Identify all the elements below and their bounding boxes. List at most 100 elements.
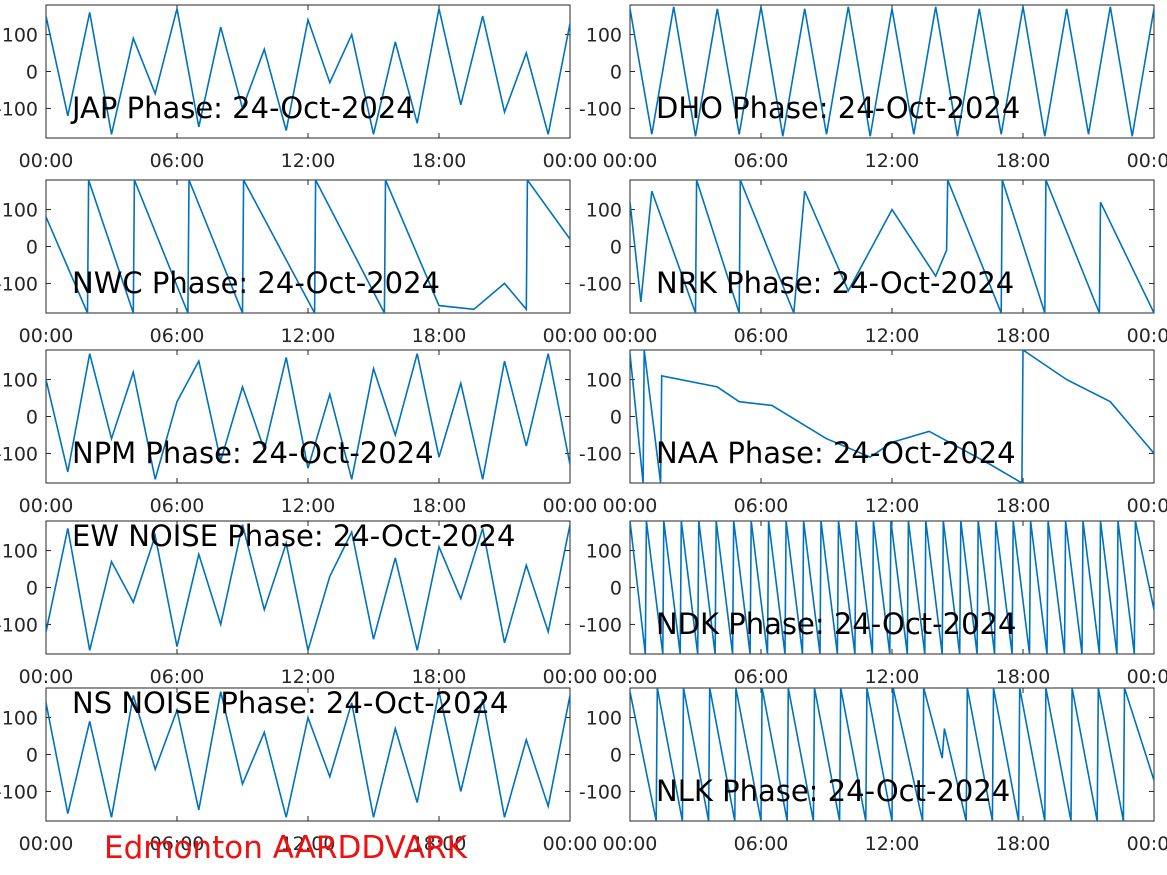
jap-plot-area	[45, 4, 571, 139]
x-tick-label: 06:00	[150, 666, 205, 688]
x-tick-label: 06:00	[150, 833, 205, 855]
dho-phase-panel: 00:00 06:00 12:00 18:00 00:00 100 0 -100 DHO Pha…	[579, 4, 1167, 172]
ew-noise-panel-title: EW NOISE Phase: 24-Oct-2024	[72, 519, 515, 553]
x-tick-label: 12:00	[281, 495, 336, 517]
x-tick-label: 12:00	[865, 150, 920, 172]
nrk-phase-panel: 00:00 06:00 12:00 18:00 00:00 100 0 -100 NRK Pha…	[579, 179, 1167, 347]
x-tick-label: 00:00	[1127, 150, 1167, 172]
ndk-phase-panel: 00:00 06:00 12:00 18:00 00:00 100 0 -100 NDK Pha…	[579, 520, 1167, 688]
y-tick-label: 100	[2, 708, 38, 730]
x-tick-label: 12:00	[865, 325, 920, 347]
x-tick-label: 12:00	[865, 495, 920, 517]
x-tick-label: 18:00	[412, 150, 467, 172]
ns-noise-panel-title: NS NOISE Phase: 24-Oct-2024	[72, 686, 509, 720]
dho-panel-title: DHO Phase: 24-Oct-2024	[656, 91, 1020, 125]
x-tick-label: 00:00	[603, 150, 658, 172]
y-tick-label: 0	[26, 745, 38, 767]
y-tick-label: 0	[610, 578, 622, 600]
y-tick-label: -100	[579, 614, 622, 636]
y-tick-label: -100	[0, 443, 38, 465]
x-tick-label: 12:00	[281, 325, 336, 347]
x-tick-label: 18:00	[996, 150, 1051, 172]
y-tick-label: -100	[0, 273, 38, 295]
y-tick-label: -100	[579, 273, 622, 295]
x-tick-label: 00:00	[543, 833, 598, 855]
y-tick-label: 0	[26, 407, 38, 429]
jap-panel-title: JAP Phase: 24-Oct-2024	[70, 91, 415, 125]
npm-phase-series	[46, 353, 570, 480]
x-tick-label: 00:00	[543, 495, 598, 517]
y-tick-label: -100	[0, 98, 38, 120]
x-tick-label: 12:00	[865, 833, 920, 855]
x-tick-label: 00:00	[543, 325, 598, 347]
y-tick-label: 100	[586, 25, 622, 47]
x-tick-label: 06:00	[150, 495, 205, 517]
y-tick-label: 0	[26, 578, 38, 600]
x-tick-label: 00:00	[543, 666, 598, 688]
y-tick-label: -100	[579, 98, 622, 120]
x-tick-label: 06:00	[150, 325, 205, 347]
y-tick-label: 100	[2, 25, 38, 47]
x-tick-label: 00:00	[19, 833, 74, 855]
ns-noise-phase-series	[46, 691, 570, 818]
x-tick-label: 06:00	[150, 150, 205, 172]
y-tick-label: -100	[0, 781, 38, 803]
x-tick-label: 12:00	[281, 666, 336, 688]
y-tick-label: 100	[2, 200, 38, 222]
naa-panel-title: NAA Phase: 24-Oct-2024	[656, 436, 1016, 470]
y-tick-label: 0	[26, 62, 38, 84]
y-tick-label: 100	[586, 200, 622, 222]
x-tick-label: 00:00	[603, 495, 658, 517]
nwc-panel-title: NWC Phase: 24-Oct-2024	[72, 266, 440, 300]
ndk-plot-area	[629, 520, 1155, 655]
x-tick-label: 06:00	[734, 150, 789, 172]
naa-phase-series	[630, 350, 1154, 483]
x-tick-label: 06:00	[734, 833, 789, 855]
y-tick-label: 0	[610, 745, 622, 767]
x-tick-label: 00:00	[603, 325, 658, 347]
x-tick-label: 18:00	[996, 325, 1051, 347]
x-tick-label: 00:00	[19, 666, 74, 688]
x-tick-label: 06:00	[734, 495, 789, 517]
y-tick-label: 0	[610, 237, 622, 259]
ew-noise-phase-series	[46, 524, 570, 651]
x-tick-label: 00:00	[1127, 325, 1167, 347]
y-tick-label: 100	[2, 370, 38, 392]
npm-panel-title: NPM Phase: 24-Oct-2024	[72, 436, 434, 470]
ndk-phase-series	[630, 521, 1154, 654]
station-name-label: Edmonton AARDDVARK	[104, 830, 468, 866]
nlk-phase-series	[630, 688, 1154, 821]
y-tick-label: 100	[2, 541, 38, 563]
x-tick-label: 12:00	[865, 666, 920, 688]
x-tick-label: 18:00	[412, 666, 467, 688]
y-tick-label: 0	[610, 62, 622, 84]
dho-phase-series	[630, 6, 1154, 137]
x-tick-label: 00:00	[1127, 495, 1167, 517]
x-tick-label: 00:00	[1127, 833, 1167, 855]
x-tick-label: 00:00	[1127, 666, 1167, 688]
x-tick-label: 00:00	[603, 666, 658, 688]
x-tick-label: 06:00	[734, 666, 789, 688]
x-tick-label: 18:00	[996, 833, 1051, 855]
x-tick-label: 00:00	[19, 495, 74, 517]
ns-noise-phase-panel: 00:00 06:00 12:00 18:00 00:00 100 0 -100 NS NOIS…	[0, 686, 597, 855]
npm-phase-panel: 00:00 06:00 12:00 18:00 00:00 100 0 -100 NPM Pha…	[0, 349, 598, 517]
x-tick-label: 00:00	[543, 150, 598, 172]
x-tick-label: 18:00	[412, 325, 467, 347]
ew-noise-plot-area	[45, 520, 571, 655]
nwc-phase-panel: 00:00 06:00 12:00 18:00 00:00 100 0 -100 NWC Pha…	[0, 179, 598, 347]
nlk-panel-title: NLK Phase: 24-Oct-2024	[656, 774, 1010, 808]
x-tick-label: 12:00	[281, 833, 336, 855]
nwc-phase-series	[46, 180, 570, 313]
y-tick-label: -100	[0, 614, 38, 636]
y-tick-label: 100	[586, 541, 622, 563]
y-tick-label: 0	[26, 237, 38, 259]
nrk-phase-series	[630, 180, 1154, 313]
ndk-panel-title: NDK Phase: 24-Oct-2024	[656, 607, 1016, 641]
y-tick-label: 100	[586, 708, 622, 730]
x-tick-label: 06:00	[734, 325, 789, 347]
y-tick-label: -100	[579, 443, 622, 465]
naa-phase-panel: 00:00 06:00 12:00 18:00 00:00 100 0 -100 NAA Pha…	[579, 349, 1167, 517]
x-tick-label: 00:00	[603, 833, 658, 855]
